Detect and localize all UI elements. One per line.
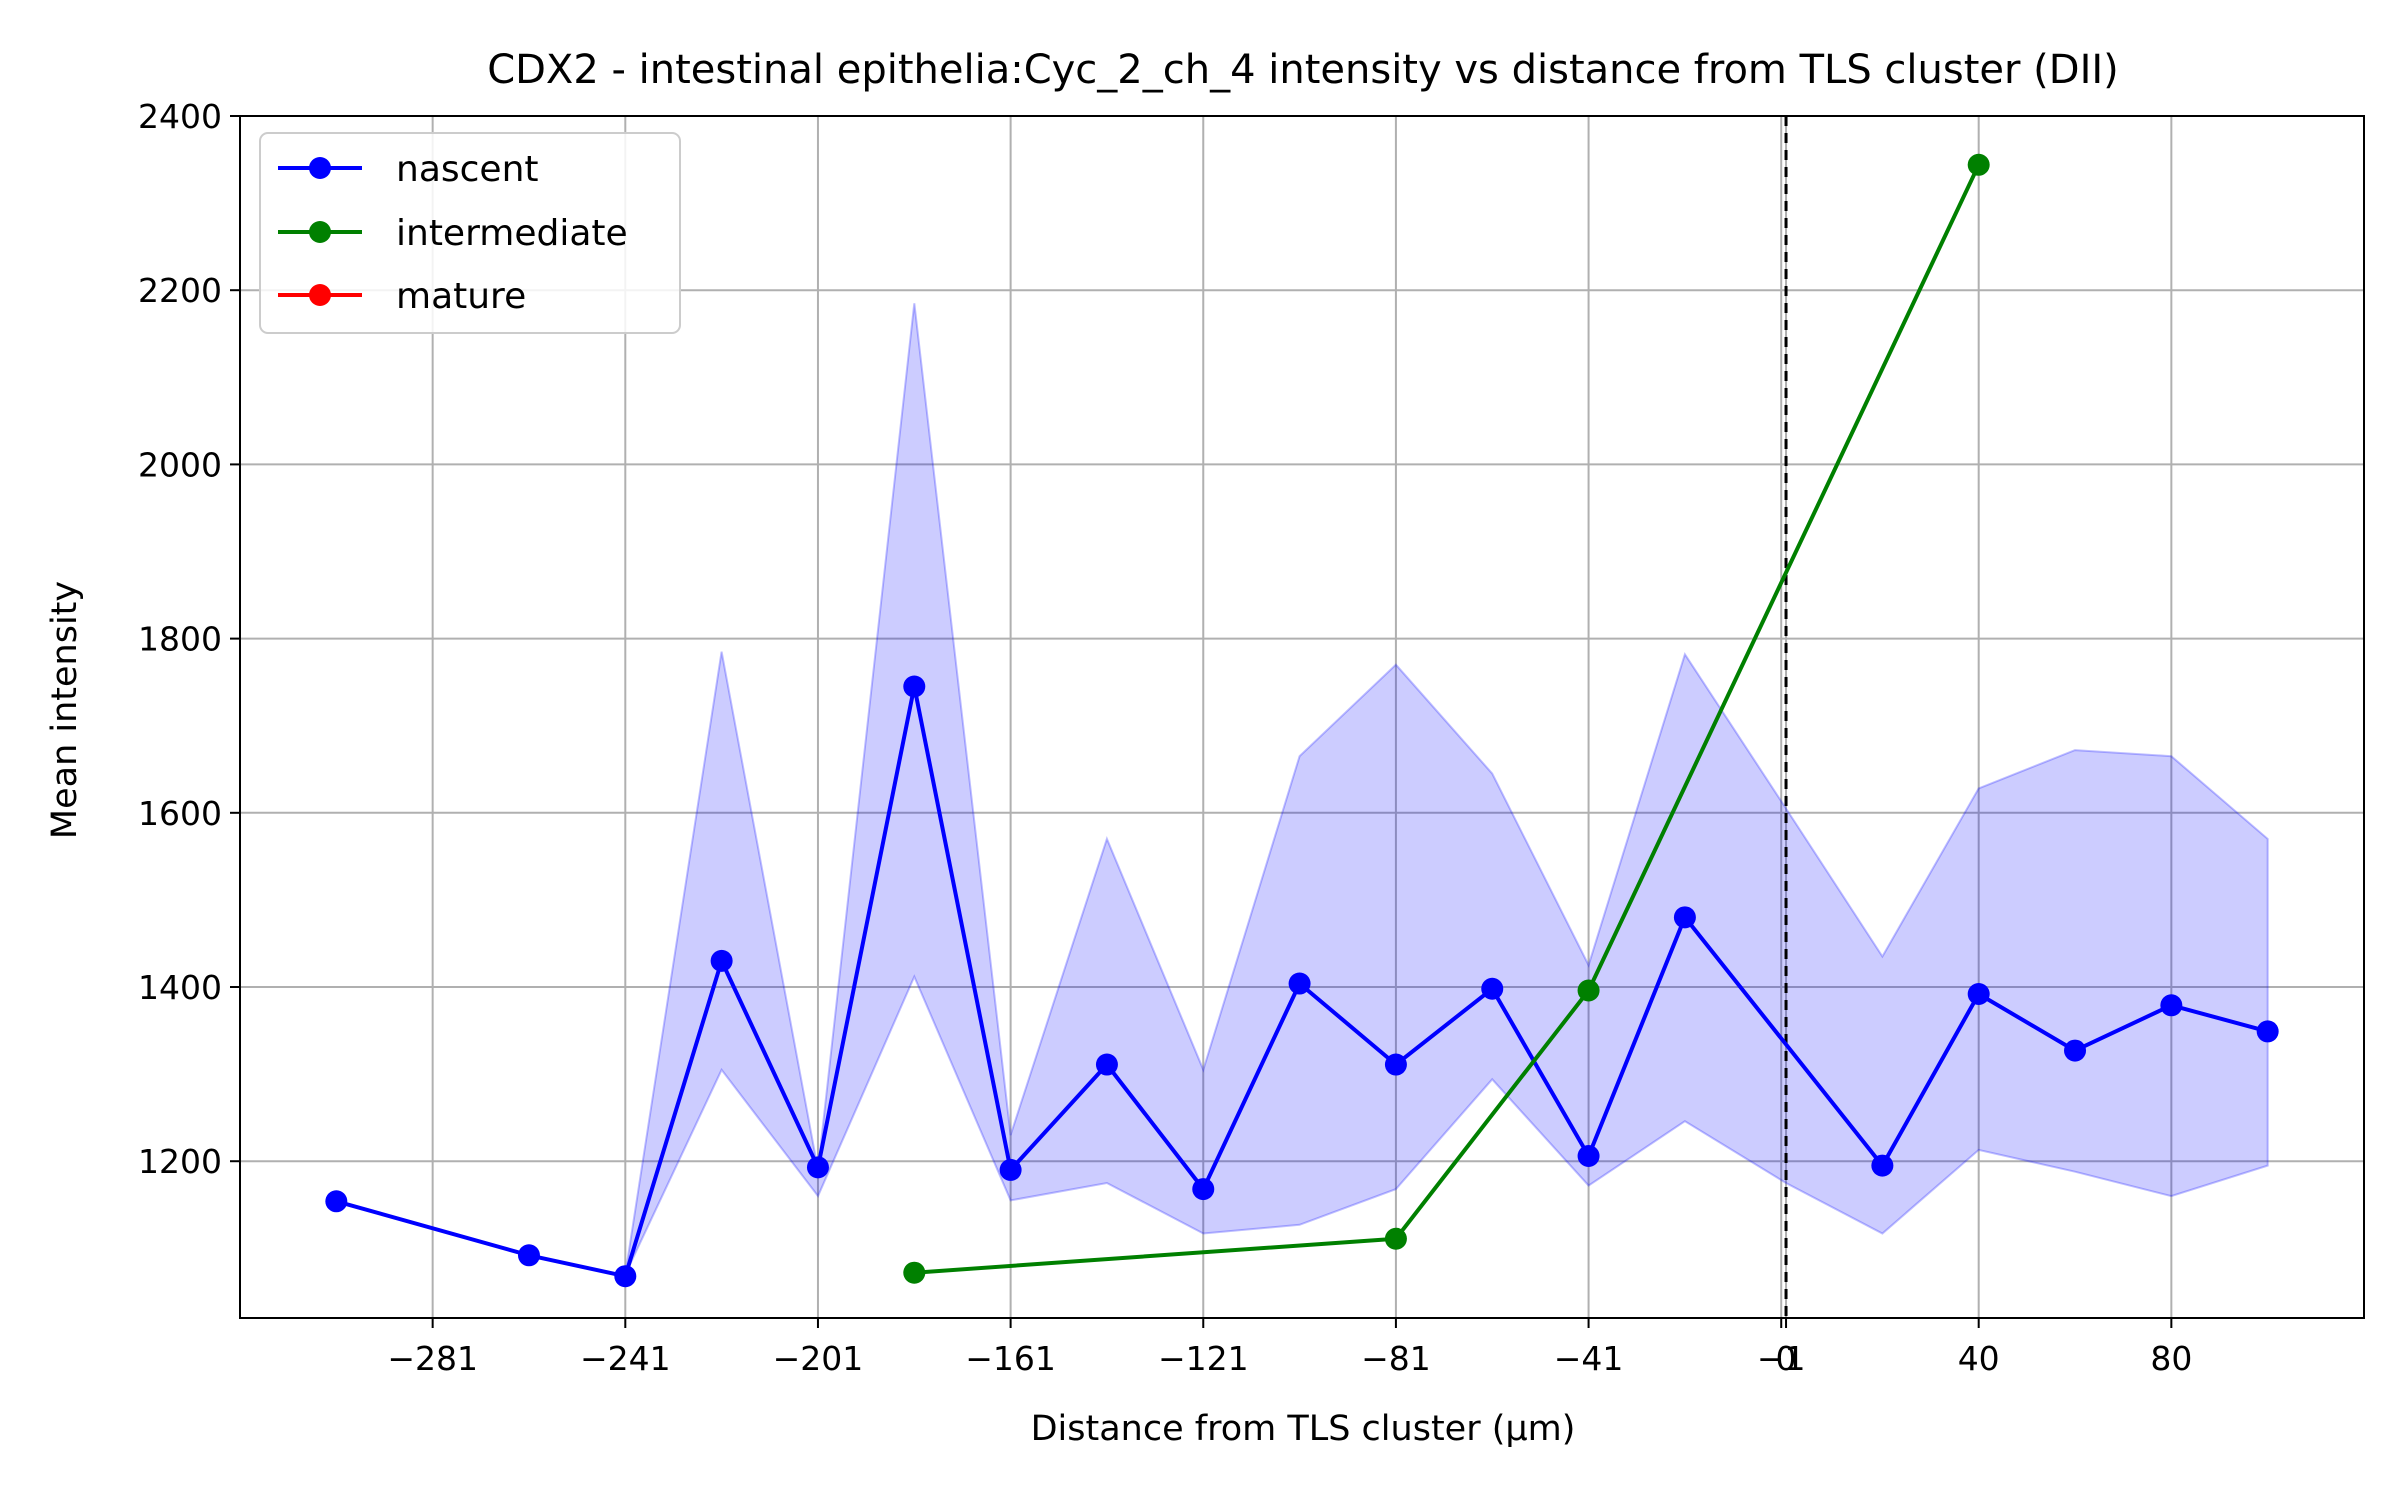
point-intermediate-1: [1384, 1227, 1407, 1250]
x-tick-label--1: −1: [1757, 1339, 1806, 1378]
point-nascent-2: [614, 1265, 637, 1288]
y-tick-label-1200: 1200: [138, 1142, 222, 1181]
x-ticks: −281 −241 −201 −161 −121 −81 −41 −10 40 80: [387, 1318, 2192, 1378]
point-nascent-14: [1871, 1154, 1894, 1177]
point-nascent-0: [325, 1190, 348, 1213]
x-tick-label--281: −281: [387, 1339, 478, 1378]
point-nascent-13: [1673, 906, 1696, 929]
legend-label-intermediate: intermediate: [396, 213, 628, 254]
point-nascent-5: [903, 675, 926, 698]
x-tick-label--241: −241: [580, 1339, 671, 1378]
y-tick-label-1600: 1600: [138, 794, 222, 833]
series-nascent: [325, 675, 2279, 1288]
y-axis-label: Mean intensity: [45, 581, 85, 839]
legend-item-mature: mature: [278, 276, 526, 317]
x-tick-label-0: 0: [1776, 1339, 1797, 1378]
point-nascent-17: [2160, 994, 2183, 1017]
y-tick-label-2000: 2000: [138, 445, 222, 484]
point-nascent-15: [1967, 982, 1990, 1005]
x-axis-label: Distance from TLS cluster (μm): [1031, 1409, 1576, 1449]
legend-label-nascent: nascent: [396, 149, 539, 190]
series-layer: [325, 153, 2279, 1288]
point-nascent-8: [1192, 1178, 1215, 1201]
legend-box: [259, 132, 681, 334]
series-line-intermediate: [914, 163, 1981, 1275]
y-tick-label-1800: 1800: [138, 620, 222, 659]
point-nascent-18: [2256, 1020, 2279, 1043]
band-nascent: [624, 303, 2269, 1275]
x-tick-label--201: −201: [773, 1339, 864, 1378]
y-tick-label-1400: 1400: [138, 968, 222, 1007]
legend-item-intermediate: intermediate: [278, 213, 628, 254]
point-nascent-9: [1288, 972, 1311, 995]
point-nascent-12: [1577, 1144, 1600, 1167]
x-tick-label-80: 80: [2150, 1339, 2192, 1378]
point-nascent-4: [806, 1156, 829, 1179]
plot-frame: [239, 115, 2365, 1319]
legend-marker-nascent: [309, 157, 331, 179]
point-nascent-6: [999, 1158, 1022, 1181]
point-nascent-3: [710, 949, 733, 972]
point-nascent-7: [1095, 1053, 1118, 1076]
band-layer: [624, 303, 2269, 1275]
x-tick-label--41: −41: [1554, 1339, 1624, 1378]
point-nascent-11: [1481, 977, 1504, 1000]
x-tick-label--81: −81: [1361, 1339, 1431, 1378]
x-tick-label--161: −161: [965, 1339, 1056, 1378]
chart-title: CDX2 - intestinal epithelia:Cyc_2_ch_4 i…: [487, 47, 2119, 93]
y-tick-label-2400: 2400: [138, 97, 222, 136]
legend: nascent intermediate mature: [259, 132, 681, 334]
point-intermediate-2: [1577, 979, 1600, 1002]
x-tick-label-40: 40: [1958, 1339, 2000, 1378]
point-nascent-1: [517, 1244, 540, 1267]
legend-item-nascent: nascent: [278, 149, 539, 190]
legend-marker-intermediate: [309, 221, 331, 243]
y-tick-label-2200: 2200: [138, 271, 222, 310]
series-intermediate: [903, 153, 1990, 1284]
point-intermediate-3: [1967, 153, 1990, 176]
y-ticks: 1200 1400 1600 1800 2000 2200 2400: [138, 97, 240, 1181]
x-tick-label--121: −121: [1158, 1339, 1249, 1378]
legend-label-mature: mature: [396, 276, 526, 317]
point-intermediate-0: [903, 1261, 926, 1284]
point-nascent-16: [2064, 1039, 2087, 1062]
point-nascent-10: [1384, 1053, 1407, 1076]
legend-marker-mature: [309, 284, 331, 306]
